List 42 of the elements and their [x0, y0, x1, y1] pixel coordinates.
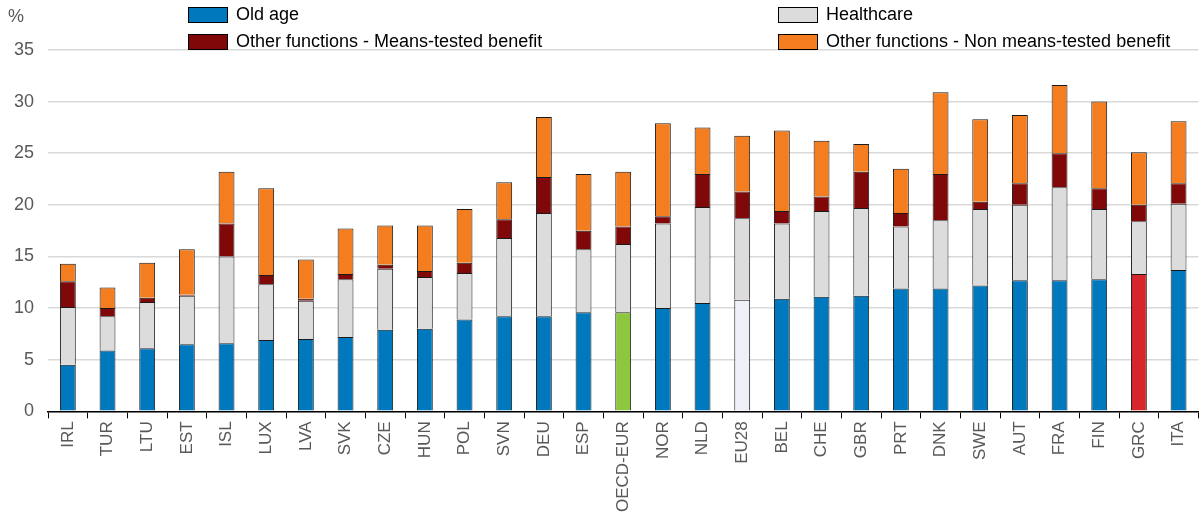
x-tick-label: DEU	[533, 421, 553, 458]
x-tick-label: LUX	[255, 421, 275, 455]
legend-label: Other functions - Means-tested benefit	[236, 31, 543, 52]
x-tick-label: EST	[176, 421, 196, 455]
x-tick-label: GBR	[850, 421, 870, 459]
y-tick-label: 20	[13, 193, 35, 214]
x-tick-label: AUT	[1009, 421, 1029, 456]
y-tick-label: 30	[13, 90, 35, 111]
legend-label: Old age	[236, 4, 300, 25]
y-tick-label: 5	[24, 348, 35, 369]
x-tick-label: DNK	[930, 420, 950, 458]
x-tick-label: NLD	[692, 421, 712, 456]
x-tick-label: ISL	[216, 421, 236, 447]
y-tick-label: 25	[13, 142, 35, 163]
x-tick-label: NOR	[652, 421, 672, 460]
x-tick-label: ITA	[1168, 420, 1188, 447]
x-tick-label: FIN	[1088, 421, 1108, 449]
x-tick-label: SVN	[493, 421, 513, 457]
legend-label: Healthcare	[826, 4, 914, 25]
y-tick-label: 35	[13, 38, 35, 59]
x-tick-label: POL	[454, 421, 474, 456]
x-tick-label: ESP	[573, 421, 593, 456]
x-tick-label: CZE	[374, 421, 394, 456]
y-tick-label: 0	[24, 400, 35, 421]
y-axis-title: %	[8, 6, 25, 27]
x-tick-label: GRC	[1128, 421, 1148, 460]
x-tick-label: SVK	[335, 420, 355, 456]
x-tick-label: HUN	[414, 421, 434, 459]
x-tick-label: BEL	[771, 421, 791, 454]
x-tick-label: EU28	[731, 421, 751, 464]
x-tick-label: SWE	[969, 421, 989, 461]
x-tick-label: IRL	[57, 421, 77, 448]
x-tick-label: TUR	[97, 421, 117, 457]
y-tick-label: 15	[13, 245, 35, 266]
x-tick-label: LVA	[295, 420, 315, 451]
x-tick-label: CHE	[811, 421, 831, 458]
x-tick-label: OECD-EUR	[612, 421, 632, 512]
x-tick-label: PRT	[890, 421, 910, 456]
x-tick-label: FRA	[1049, 420, 1069, 456]
legend-label: Other functions - Non means-tested benefit	[826, 31, 1171, 52]
x-tick-label: LTU	[136, 421, 156, 453]
y-tick-label: 10	[13, 297, 35, 318]
